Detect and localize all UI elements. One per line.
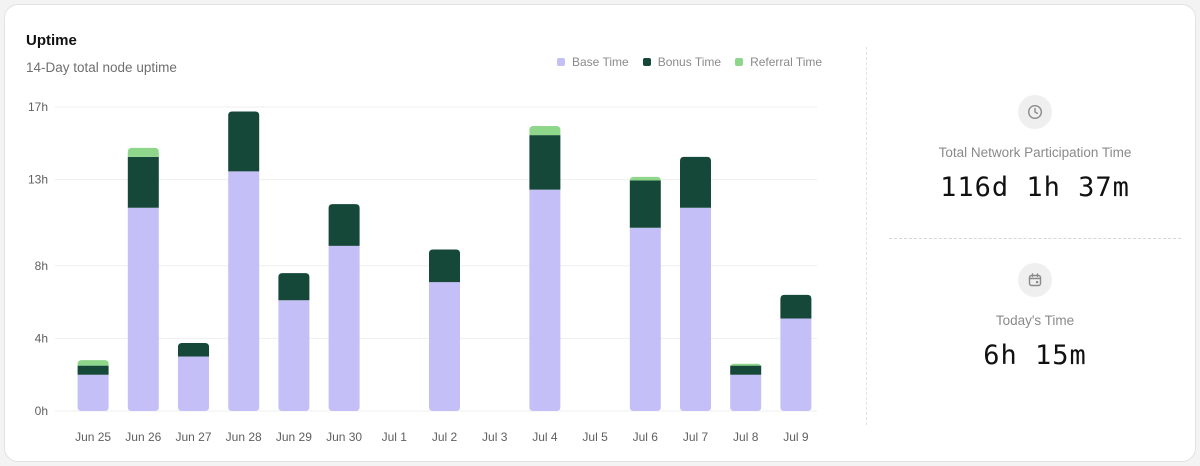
x-tick-label: Jun 29 — [276, 430, 312, 444]
card-subtitle: 14-Day total node uptime — [26, 60, 177, 75]
bar-segment-bonus-time-jun-27[interactable] — [178, 342, 209, 357]
chart-legend: Base Time Bonus Time Referral Time — [557, 55, 822, 69]
x-tick-label: Jun 30 — [326, 430, 362, 444]
bar-segment-bonus-time-jul-2[interactable] — [429, 249, 460, 283]
uptime-bar-chart: 0h 4h 8h 13h 17h Jun 25 Jun 26 Jun 27 Jun 28 Jun … — [28, 100, 817, 444]
bar-segment-base-time-jun-29[interactable] — [278, 300, 310, 411]
bar-segment-bonus-time-jul-7[interactable] — [680, 156, 711, 208]
section-divider — [866, 47, 867, 425]
x-tick-label: Jun 26 — [125, 430, 161, 444]
bar-segment-base-time-jun-25[interactable] — [77, 374, 109, 411]
legend-label-base-time: Base Time — [572, 55, 629, 69]
x-tick-label: Jul 2 — [432, 430, 458, 444]
today-time-value: 6h 15m — [983, 340, 1087, 371]
x-tick-label: Jul 6 — [633, 430, 659, 444]
x-tick-label: Jul 4 — [532, 430, 558, 444]
bar-segment-referral-time-jun-25[interactable] — [77, 360, 109, 366]
x-tick-label: Jul 3 — [482, 430, 508, 444]
today-time-stat: Today's Time 6h 15m — [889, 263, 1181, 371]
bar-segment-bonus-time-jun-28[interactable] — [228, 111, 260, 172]
bar-segment-referral-time-jul-6[interactable] — [629, 176, 661, 181]
bar-segment-bonus-time-jul-9[interactable] — [780, 294, 812, 319]
legend-swatch-base-time — [557, 58, 565, 66]
x-tick-label: Jul 7 — [683, 430, 709, 444]
bar-segment-base-time-jul-7[interactable] — [680, 207, 711, 411]
x-tick-label: Jun 25 — [75, 430, 111, 444]
y-tick-label: 17h — [28, 100, 48, 114]
y-tick-label: 8h — [35, 259, 48, 273]
stats-divider — [889, 238, 1181, 239]
x-tick-label: Jun 27 — [175, 430, 211, 444]
bar-segment-base-time-jul-2[interactable] — [429, 282, 460, 411]
bar-segment-bonus-time-jun-26[interactable] — [127, 156, 159, 208]
y-tick-label: 4h — [35, 331, 48, 345]
bar-segment-bonus-time-jun-25[interactable] — [77, 365, 109, 375]
legend-item-bonus-time[interactable]: Bonus Time — [642, 55, 722, 69]
x-tick-label: Jul 1 — [382, 430, 408, 444]
bar-segment-base-time-jul-6[interactable] — [629, 227, 661, 411]
y-tick-label: 13h — [28, 173, 48, 187]
total-participation-stat: Total Network Participation Time 116d 1h… — [889, 95, 1181, 203]
bar-segment-referral-time-jul-8[interactable] — [730, 363, 762, 368]
clock-icon — [1018, 95, 1052, 129]
y-tick-label: 0h — [35, 404, 48, 418]
bar-segment-base-time-jul-9[interactable] — [780, 318, 812, 411]
bar-segment-base-time-jun-26[interactable] — [127, 207, 159, 411]
bar-segment-bonus-time-jul-4[interactable] — [529, 135, 561, 190]
legend-swatch-bonus-time — [642, 58, 651, 66]
legend-item-referral-time[interactable]: Referral Time — [735, 55, 822, 69]
x-tick-label: Jul 9 — [783, 430, 809, 444]
legend-label-bonus-time: Bonus Time — [657, 55, 722, 69]
calendar-icon — [1018, 263, 1052, 297]
uptime-card: Uptime 14-Day total node uptime Base Tim… — [4, 4, 1196, 462]
legend-item-base-time[interactable]: Base Time — [557, 55, 629, 69]
total-participation-value: 116d 1h 37m — [940, 172, 1130, 203]
bar-segment-referral-time-jul-4[interactable] — [529, 126, 561, 136]
card-title: Uptime — [26, 32, 77, 49]
bar-segment-base-time-jun-27[interactable] — [178, 356, 209, 411]
legend-label-referral-time: Referral Time — [750, 55, 823, 69]
bar-segment-bonus-time-jun-30[interactable] — [328, 204, 360, 246]
x-tick-label: Jul 5 — [582, 430, 608, 444]
bar-segment-base-time-jul-8[interactable] — [730, 374, 762, 411]
bar-segment-base-time-jul-4[interactable] — [529, 189, 561, 411]
today-time-label: Today's Time — [995, 313, 1075, 328]
total-participation-label: Total Network Participation Time — [938, 145, 1132, 160]
x-tick-label: Jul 8 — [733, 430, 759, 444]
bar-segment-bonus-time-jul-6[interactable] — [629, 180, 661, 228]
bar-segment-base-time-jun-30[interactable] — [328, 245, 360, 411]
bar-segment-referral-time-jun-26[interactable] — [127, 147, 159, 157]
bar-segment-bonus-time-jul-8[interactable] — [730, 365, 762, 375]
bar-segment-bonus-time-jun-29[interactable] — [278, 273, 310, 301]
bar-segment-base-time-jun-28[interactable] — [228, 171, 260, 411]
x-tick-label: Jun 28 — [226, 430, 262, 444]
legend-swatch-referral-time — [735, 58, 744, 66]
